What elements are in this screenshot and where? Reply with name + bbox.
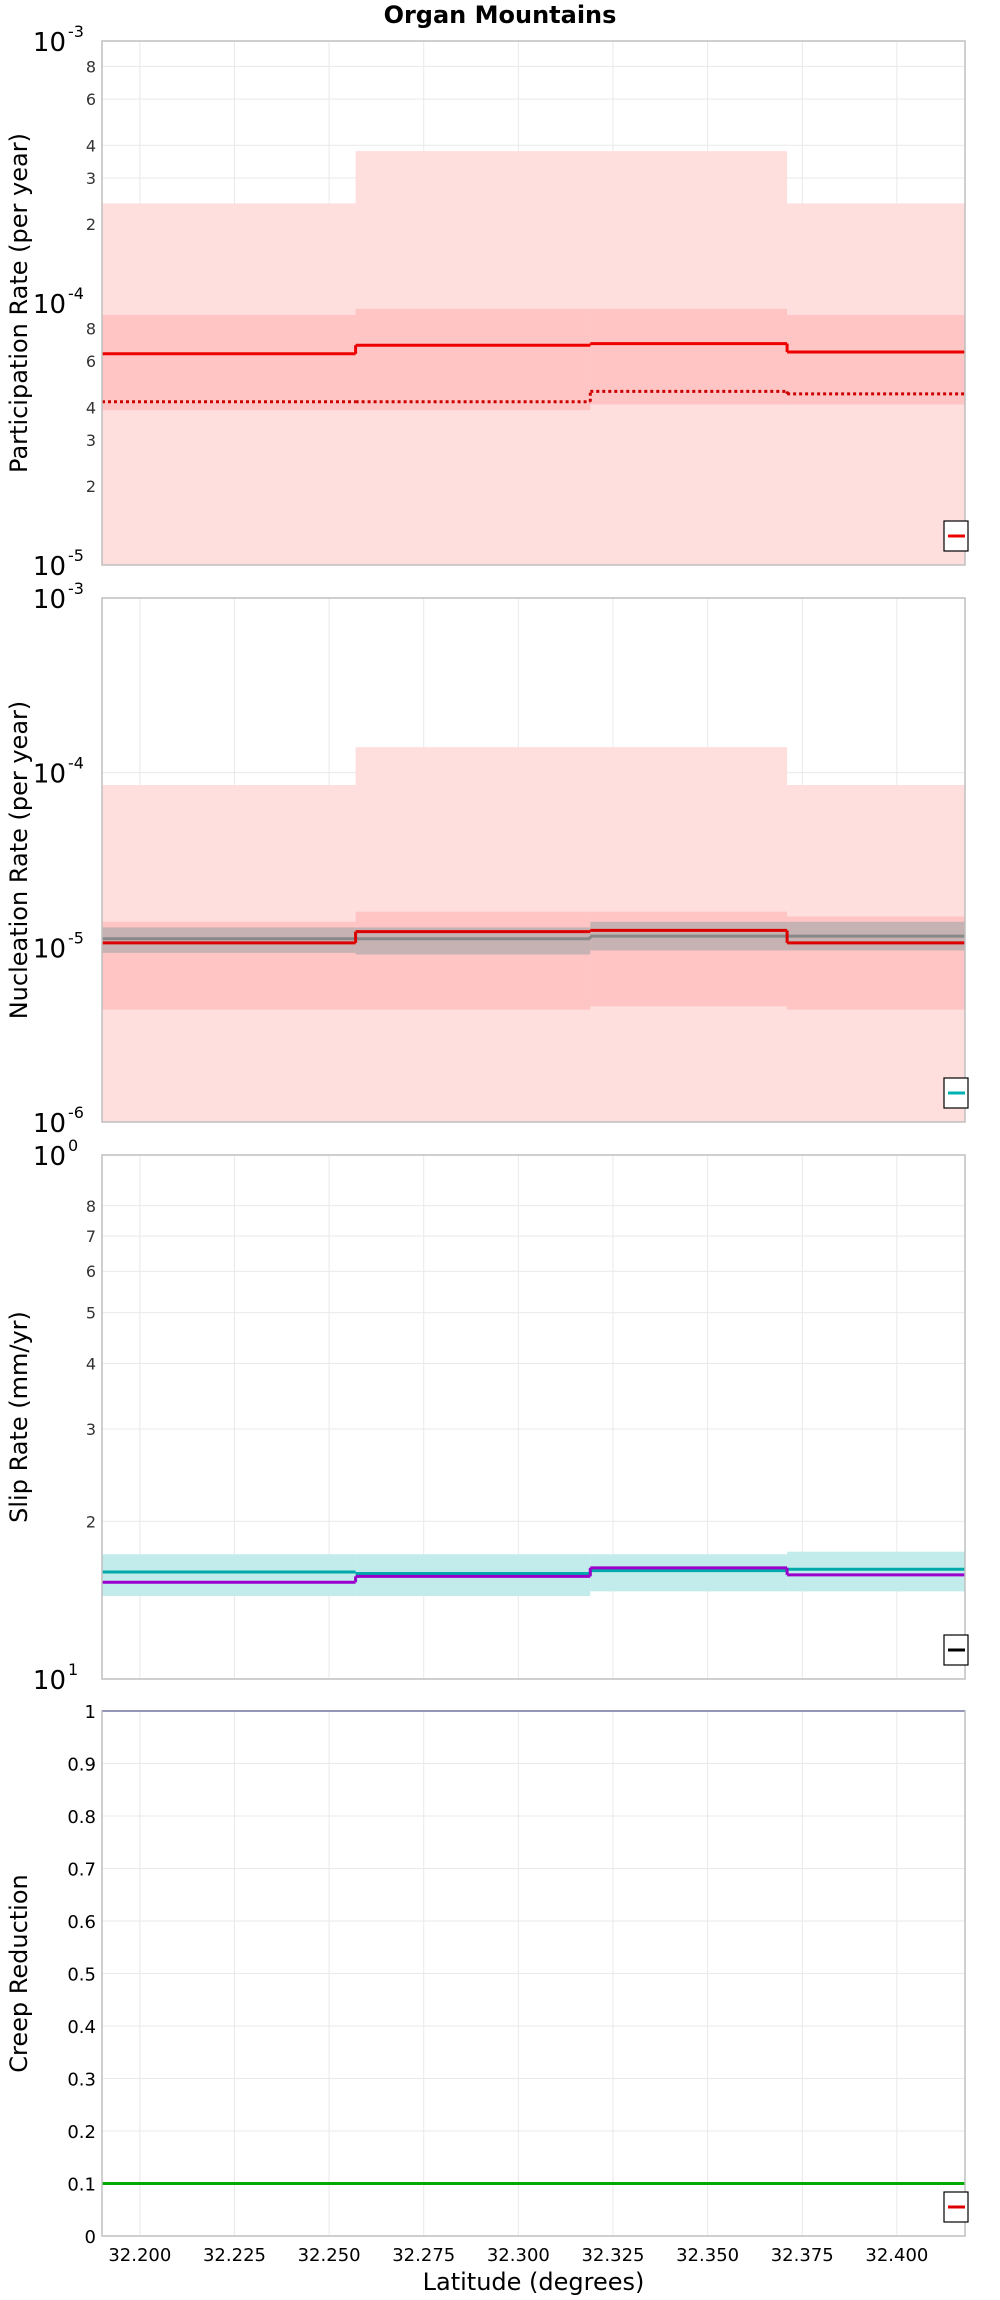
y-tick-label: 0.1: [67, 2175, 96, 2196]
band-segment: [102, 1554, 356, 1597]
y-tick-label: 0.9: [67, 1755, 96, 1776]
y-tick-label: 0.7: [67, 1860, 96, 1881]
band-segment: [590, 308, 788, 405]
y-minor-tick-label: 8: [86, 57, 96, 76]
x-tick-label: 32.400: [865, 2245, 928, 2266]
y-tick-exponent: -3: [68, 22, 84, 41]
x-tick-label: 32.375: [771, 2245, 834, 2266]
y-minor-tick-label: 3: [86, 169, 96, 188]
y-minor-tick-label: 4: [86, 136, 96, 155]
y-minor-tick-label: 8: [86, 1197, 96, 1216]
y-tick-label: 0: [85, 2227, 96, 2248]
y-tick-label: 1: [85, 1702, 96, 1723]
y-tick-base: 10: [33, 552, 66, 582]
band-segment: [787, 314, 965, 405]
y-axis-label: Creep Reduction: [5, 1874, 33, 2072]
y-minor-tick-label: 6: [86, 1262, 96, 1281]
y-major-tick-label: 10 -6: [33, 1103, 84, 1139]
y-minor-tick-label: 5: [86, 1304, 96, 1323]
y-tick-exponent: -5: [68, 546, 84, 565]
y-major-tick-label: 10 -4: [33, 754, 84, 790]
y-minor-tick-label: 7: [86, 1227, 96, 1246]
y-major-tick-label: 10 -5: [33, 928, 84, 964]
y-minor-tick-label: 6: [86, 352, 96, 371]
panel-creep: 0 0.1 0.2 0.3 0.4 0.5 0.6 0.7 0.8 0.9 1 Creep Reduc…: [5, 1702, 969, 2296]
y-tick-exponent: 0: [68, 1136, 78, 1155]
y-tick-exponent: -4: [68, 754, 84, 773]
x-tick-label: 32.200: [108, 2245, 171, 2266]
y-tick-exponent: 1: [68, 1660, 78, 1679]
y-tick-base: 10: [33, 28, 66, 58]
legend: [943, 1634, 969, 1666]
y-tick-base: 10: [33, 290, 66, 320]
y-major-tick-label: 10 -3: [33, 579, 84, 615]
plot-frame: [101, 40, 966, 566]
y-major-tick-label: 10 0: [33, 1136, 78, 1172]
y-tick-base: 10: [33, 760, 66, 790]
legend: [943, 520, 969, 552]
x-tick-label: 32.250: [298, 2245, 361, 2266]
x-axis-label: Latitude (degrees): [423, 2268, 645, 2296]
y-major-tick-label: 10 1: [33, 1660, 78, 1696]
y-axis-label: Slip Rate (mm/yr): [5, 1311, 33, 1523]
y-tick-label: 0.2: [67, 2122, 96, 2143]
y-minor-tick-label: 6: [86, 90, 96, 109]
y-major-tick-label: 10 -4: [33, 284, 84, 320]
legend: [943, 1077, 969, 1109]
x-tick-label: 32.325: [581, 2245, 644, 2266]
y-tick-label: 0.3: [67, 2070, 96, 2091]
y-tick-base: 10: [33, 1142, 66, 1172]
figure-title: Organ Mountains: [384, 1, 617, 29]
band-segment: [102, 314, 356, 411]
plot-frame: [101, 1710, 966, 2237]
y-minor-tick-label: 4: [86, 398, 96, 417]
x-tick-label: 32.275: [392, 2245, 455, 2266]
y-tick-label: 0.6: [67, 1912, 96, 1933]
y-axis-label: Nucleation Rate (per year): [5, 701, 33, 1020]
band-segment: [787, 1551, 965, 1592]
x-tick-label: 32.300: [487, 2245, 550, 2266]
y-tick-base: 10: [33, 585, 66, 615]
y-minor-tick-label: 3: [86, 1420, 96, 1439]
y-axis-label: Participation Rate (per year): [5, 133, 33, 473]
y-major-tick-label: 10 -5: [33, 546, 84, 582]
y-tick-exponent: -4: [68, 284, 84, 303]
y-tick-base: 10: [33, 934, 66, 964]
y-tick-label: 0.4: [67, 2017, 96, 2038]
legend: [943, 2191, 969, 2223]
band-segment: [590, 1554, 788, 1592]
y-minor-tick-label: 2: [86, 477, 96, 496]
y-minor-tick-label: 2: [86, 1512, 96, 1531]
y-tick-label: 0.5: [67, 1965, 96, 1986]
y-tick-exponent: -3: [68, 579, 84, 598]
y-tick-base: 10: [33, 1666, 66, 1696]
band-segment: [355, 308, 591, 411]
y-minor-tick-label: 3: [86, 431, 96, 450]
y-minor-tick-label: 4: [86, 1355, 96, 1374]
y-major-tick-label: 10 -3: [33, 22, 84, 58]
y-tick-exponent: -6: [68, 1103, 84, 1122]
y-tick-label: 0.8: [67, 1807, 96, 1828]
y-minor-tick-label: 8: [86, 319, 96, 338]
y-minor-tick-label: 2: [86, 215, 96, 234]
y-tick-base: 10: [33, 1109, 66, 1139]
y-tick-exponent: -5: [68, 928, 84, 947]
band-segment: [355, 911, 591, 1010]
x-tick-label: 32.225: [203, 2245, 266, 2266]
x-tick-label: 32.350: [676, 2245, 739, 2266]
plot-frame: [101, 597, 966, 1123]
plot-frame: [101, 1154, 966, 1680]
